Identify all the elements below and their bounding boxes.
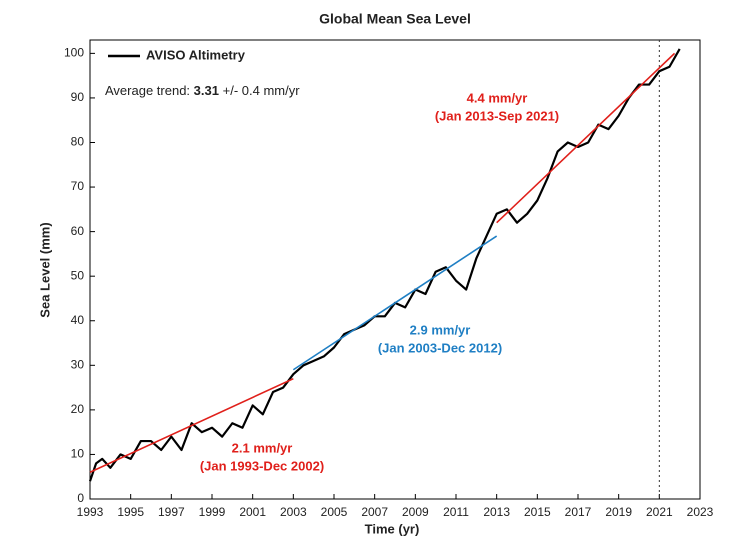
average-trend-value: 3.31 xyxy=(194,83,219,98)
x-tick-label: 2015 xyxy=(524,505,551,519)
trend-period: (Jan 2003-Dec 2012) xyxy=(378,340,502,355)
average-trend-unit: +/- 0.4 mm/yr xyxy=(223,83,301,98)
data-line xyxy=(88,48,681,482)
chart-title: Global Mean Sea Level xyxy=(319,11,471,27)
x-tick-label: 1995 xyxy=(117,505,144,519)
x-tick-label: 2007 xyxy=(361,505,388,519)
x-tick-label: 1993 xyxy=(77,505,104,519)
legend-label: AVISO Altimetry xyxy=(146,47,246,62)
x-tick-label: 2011 xyxy=(443,505,469,519)
x-tick-label: 2009 xyxy=(402,505,429,519)
trend-label: 4.4 mm/yr xyxy=(467,90,528,105)
x-tick-label: 1999 xyxy=(199,505,226,519)
y-tick-label: 10 xyxy=(71,447,85,461)
x-tick-label: 2003 xyxy=(280,505,307,519)
y-tick-label: 100 xyxy=(64,46,84,60)
trend-label: 2.1 mm/yr xyxy=(232,440,293,455)
trend-label: 2.9 mm/yr xyxy=(410,322,471,337)
x-tick-label: 1997 xyxy=(158,505,185,519)
x-tick-label: 2001 xyxy=(239,505,266,519)
x-tick-label: 2005 xyxy=(321,505,348,519)
x-tick-label: 2019 xyxy=(605,505,632,519)
average-trend-label: Average trend: xyxy=(105,83,190,98)
x-tick-label: 2017 xyxy=(565,505,592,519)
y-tick-label: 50 xyxy=(71,268,85,282)
average-trend: Average trend: 3.31 +/- 0.4 mm/yr xyxy=(105,83,300,98)
y-tick-label: 30 xyxy=(71,357,85,371)
y-axis-label: Sea Level (mm) xyxy=(37,222,52,317)
y-tick-label: 20 xyxy=(71,402,85,416)
x-tick-label: 2021 xyxy=(646,505,673,519)
trend-line xyxy=(89,377,294,473)
x-tick-label: 2013 xyxy=(483,505,510,519)
y-tick-label: 70 xyxy=(71,179,85,193)
y-tick-label: 0 xyxy=(77,491,84,505)
y-tick-label: 60 xyxy=(71,224,85,238)
y-tick-label: 90 xyxy=(71,90,85,104)
plot-frame xyxy=(89,39,701,500)
y-tick-label: 80 xyxy=(71,135,85,149)
trend-period: (Jan 1993-Dec 2002) xyxy=(200,458,324,473)
x-tick-label: 2023 xyxy=(687,505,714,519)
x-axis-label: Time (yr) xyxy=(365,521,420,536)
y-tick-label: 40 xyxy=(71,313,85,327)
trend-period: (Jan 2013-Sep 2021) xyxy=(435,108,559,123)
trend-line xyxy=(292,235,498,371)
trend-line xyxy=(496,52,676,224)
